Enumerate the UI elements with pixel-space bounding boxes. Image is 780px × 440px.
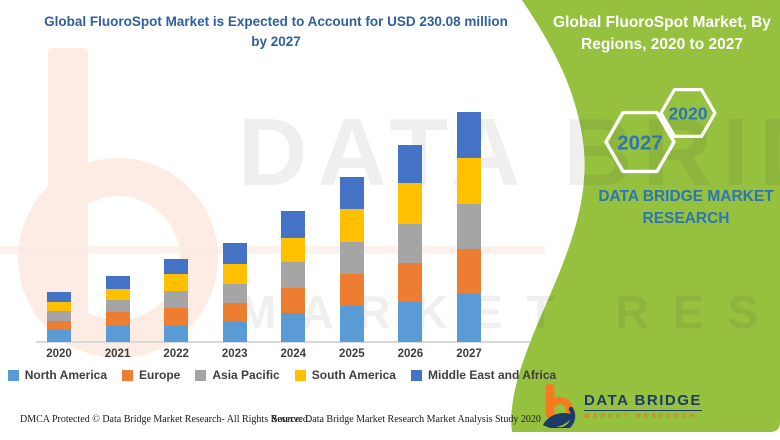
hexagon-2020-label: 2020	[669, 104, 708, 124]
bar-segment-middle-east-and-africa	[281, 211, 306, 238]
bar-segment-north-america	[398, 302, 423, 342]
x-axis-tick-label: 2025	[339, 348, 365, 360]
bar-segment-asia-pacific	[398, 224, 423, 264]
x-axis-tick-label: 2027	[456, 348, 482, 360]
bar-segment-middle-east-and-africa	[339, 177, 364, 210]
bar-segment-middle-east-and-africa	[398, 145, 423, 183]
footer-source-text: Source: Data Bridge Market Research Mark…	[272, 414, 541, 425]
watermark-text-line1: DATA BRIDGE	[238, 99, 780, 206]
bar-segment-south-america	[281, 238, 306, 262]
bar-segment-south-america	[105, 289, 130, 300]
bar-segment-south-america	[164, 274, 189, 291]
legend-label: South America	[311, 368, 396, 382]
data-bridge-logo: DATA BRIDGE MARKET RESEARCH	[540, 384, 702, 428]
legend-label: Europe	[139, 368, 181, 382]
bar-segment-north-america	[281, 313, 306, 342]
logo-name-text: DATA BRIDGE	[584, 392, 702, 411]
x-axis-tick-label: 2026	[397, 348, 424, 360]
legend-swatch-icon	[7, 369, 19, 381]
data-bridge-logo-icon	[543, 384, 576, 428]
bar-segment-north-america	[105, 326, 130, 342]
bar-segment-south-america	[398, 182, 423, 225]
bar-segment-europe	[281, 287, 306, 313]
bar-segment-middle-east-and-africa	[222, 243, 247, 265]
legend-swatch-icon	[294, 369, 306, 381]
bar-segment-asia-pacific	[281, 262, 306, 288]
bar-segment-europe	[105, 311, 130, 326]
bar-segment-north-america	[456, 294, 481, 342]
legend-item-north-america: North America	[7, 368, 108, 382]
hexagon-2020-outline	[659, 87, 717, 138]
banner-brand-caption: DATA BRIDGE MARKET RESEARCH	[598, 188, 774, 228]
bar-segment-europe	[222, 303, 247, 322]
bar-segment-middle-east-and-africa	[105, 276, 130, 289]
bar-segment-asia-pacific	[47, 311, 71, 322]
bar-segment-north-america	[339, 306, 364, 342]
legend-item-asia-pacific: Asia Pacific	[195, 368, 280, 382]
watermark-text-line2: MARKET RESEARCH	[238, 286, 780, 338]
x-axis-tick-label: 2022	[163, 348, 189, 360]
logo-tagline-text: MARKET RESEARCH	[584, 413, 699, 420]
legend-swatch-icon	[122, 369, 134, 381]
bar-segment-north-america	[222, 321, 247, 342]
legend-item-south-america: South America	[294, 368, 396, 382]
chart-legend: North America Europe Asia Pacific South Ame…	[7, 368, 556, 382]
bar-segment-europe	[398, 263, 423, 303]
bar-segment-south-america	[47, 301, 71, 311]
legend-label: Asia Pacific	[212, 368, 280, 382]
bar-segment-middle-east-and-africa	[47, 292, 71, 302]
legend-swatch-icon	[195, 369, 207, 381]
bar-segment-north-america	[47, 330, 71, 342]
bar-segment-asia-pacific	[456, 204, 481, 250]
hexagon-2027-outline	[604, 110, 676, 174]
bar-segment-europe	[164, 307, 189, 326]
bar-segment-middle-east-and-africa	[456, 111, 481, 159]
bar-segment-asia-pacific	[164, 291, 189, 308]
bar-segment-north-america	[164, 325, 189, 342]
hexagon-2027-label: 2027	[617, 132, 663, 155]
legend-item-middle-east-and-africa: Middle East and Africa	[410, 368, 557, 382]
bar-segment-asia-pacific	[222, 284, 247, 304]
x-axis-tick-label: 2024	[280, 348, 307, 360]
bar-segment-europe	[456, 249, 481, 295]
bar-segment-europe	[47, 321, 71, 331]
bar-segment-asia-pacific	[339, 241, 364, 275]
bar-segment-asia-pacific	[105, 300, 130, 312]
x-axis-tick-label: 2023	[221, 348, 248, 360]
bar-segment-south-america	[222, 264, 247, 285]
footer-dmca-text: DMCA Protected © Data Bridge Market Rese…	[20, 414, 311, 425]
watermark-swoosh-band	[0, 246, 545, 254]
legend-label: Middle East and Africa	[427, 368, 557, 382]
bar-segment-south-america	[456, 158, 481, 204]
x-axis-tick-label: 2021	[104, 348, 131, 360]
legend-item-europe: Europe	[122, 368, 180, 382]
legend-label: North America	[24, 368, 108, 382]
bar-segment-middle-east-and-africa	[164, 259, 189, 275]
bar-segment-europe	[339, 274, 364, 306]
x-axis-line	[36, 341, 530, 343]
bar-segment-south-america	[339, 209, 364, 242]
x-axis-tick-label: 2020	[46, 348, 72, 360]
chart-title: Global FluoroSpot Market is Expected to …	[44, 14, 508, 49]
banner-title: Global FluoroSpot Market, By Regions, 20…	[553, 14, 771, 54]
legend-swatch-icon	[410, 369, 422, 381]
